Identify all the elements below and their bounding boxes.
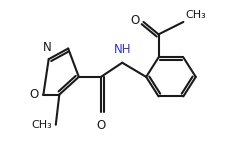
Text: N: N — [43, 41, 51, 54]
Text: CH₃: CH₃ — [31, 120, 52, 130]
Text: CH₃: CH₃ — [185, 10, 206, 20]
Text: NH: NH — [114, 43, 131, 56]
Text: O: O — [131, 14, 140, 27]
Text: O: O — [96, 119, 106, 132]
Text: O: O — [30, 88, 39, 101]
